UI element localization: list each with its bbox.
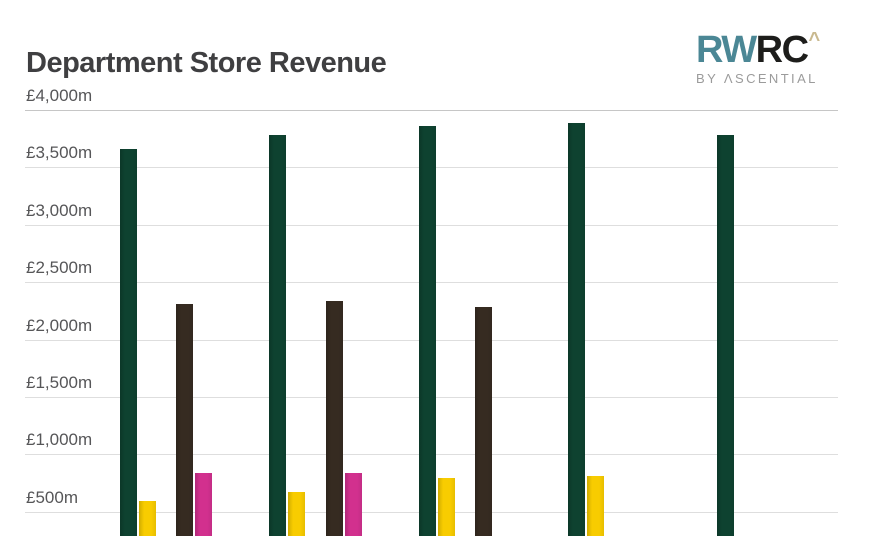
bar-dark-green-group-1 (120, 149, 137, 536)
rwrc-logo-wordmark: RWRC^ (696, 22, 826, 71)
y-axis-tick-label: £2,000m (26, 315, 93, 335)
bar-dark-green-group-2 (269, 135, 287, 536)
y-axis-tick-label: £2,500m (26, 258, 93, 278)
rwrc-logo-tagline: BY ΛSCENTIAL (696, 71, 818, 86)
bar-magenta-group-1 (195, 473, 213, 536)
bar-yellow-group-3 (437, 477, 455, 536)
bar-dark-green-group-3 (418, 126, 436, 536)
y-axis-tick-label: £500m (26, 487, 78, 507)
y-axis-tick-label: £3,500m (26, 143, 93, 163)
y-axis-tick-label: £3,000m (26, 200, 93, 220)
gridline (25, 110, 838, 111)
y-axis-tick-label: £4,000m (26, 86, 93, 105)
bar-yellow-group-1 (138, 500, 156, 536)
rwrc-logo-rc: RC (755, 29, 809, 71)
bar-yellow-group-2 (288, 491, 306, 536)
bar-dark-brown-group-3 (475, 307, 493, 536)
bar-dark-green-group-4 (568, 122, 585, 536)
bar-yellow-group-4 (586, 476, 604, 536)
bar-magenta-group-2 (344, 472, 362, 536)
y-axis-tick-label: £1,500m (26, 373, 93, 392)
y-axis-tick-label: £1,000m (26, 430, 93, 450)
rwrc-logo-caret-icon: ^ (808, 29, 821, 51)
bar-dark-brown-group-1 (176, 304, 194, 536)
bar-dark-brown-group-2 (325, 301, 343, 536)
bar-dark-green-group-5 (717, 135, 735, 536)
rwrc-logo-rw: RW (696, 29, 757, 71)
rwrc-logo: RWRC^ BY ΛSCENTIAL (696, 22, 826, 86)
chart-title: Department Store Revenue (26, 47, 387, 80)
